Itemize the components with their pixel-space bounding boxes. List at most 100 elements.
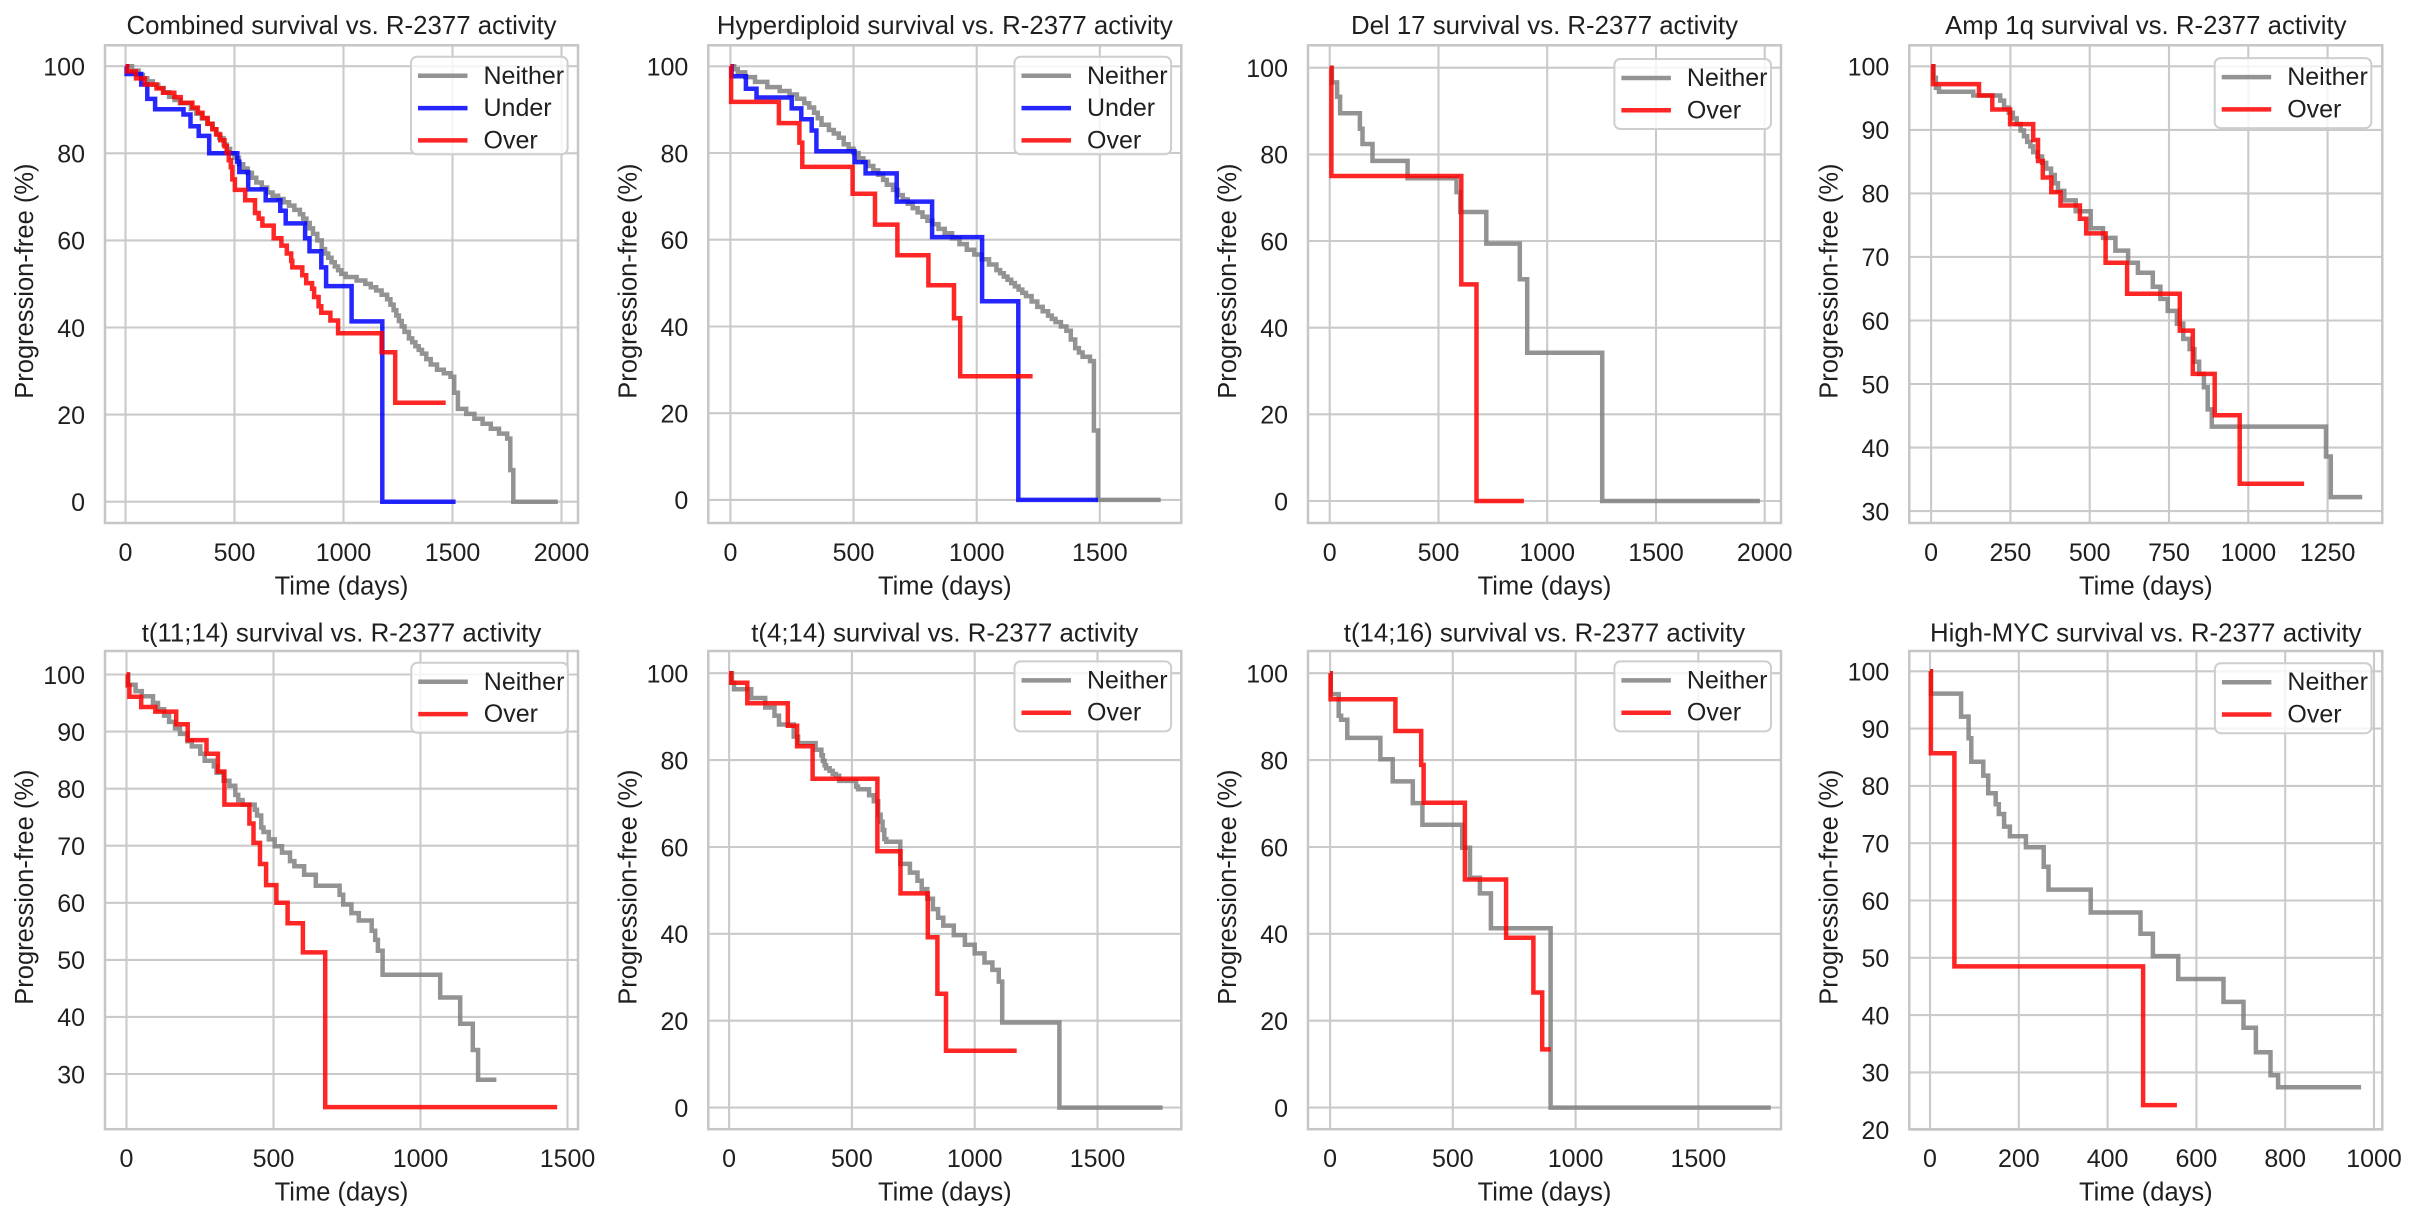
svg-text:Amp 1q survival vs. R-2377 act: Amp 1q survival vs. R-2377 activity: [1945, 12, 2347, 40]
svg-text:Over: Over: [484, 700, 538, 728]
svg-text:Neither: Neither: [2287, 63, 2368, 91]
svg-text:0: 0: [722, 1145, 736, 1173]
svg-text:Neither: Neither: [484, 62, 565, 90]
svg-text:0: 0: [120, 1145, 134, 1173]
svg-text:400: 400: [2087, 1145, 2129, 1173]
svg-text:80: 80: [1260, 747, 1288, 775]
svg-text:100: 100: [1848, 54, 1890, 82]
svg-text:Progression-free (%): Progression-free (%): [1214, 769, 1242, 1004]
svg-text:1000: 1000: [1548, 1145, 1604, 1173]
svg-text:40: 40: [1260, 921, 1288, 949]
svg-text:t(4;14) survival vs. R-2377 ac: t(4;14) survival vs. R-2377 activity: [751, 620, 1138, 648]
svg-text:60: 60: [1861, 308, 1889, 336]
svg-text:0: 0: [1323, 1145, 1337, 1173]
svg-text:60: 60: [57, 890, 85, 918]
svg-text:0: 0: [723, 539, 737, 567]
svg-text:60: 60: [1260, 834, 1288, 862]
svg-text:Progression-free (%): Progression-free (%): [11, 163, 39, 398]
svg-text:Combined survival vs. R-2377 a: Combined survival vs. R-2377 activity: [126, 12, 556, 40]
svg-text:1500: 1500: [540, 1145, 596, 1173]
svg-text:1500: 1500: [1072, 539, 1128, 567]
svg-text:Neither: Neither: [2287, 668, 2368, 696]
svg-text:Over: Over: [1687, 96, 1741, 124]
svg-text:20: 20: [1260, 402, 1288, 430]
svg-text:Over: Over: [1687, 699, 1741, 727]
svg-text:1500: 1500: [1070, 1145, 1126, 1173]
svg-text:0: 0: [674, 487, 688, 515]
svg-text:0: 0: [1274, 488, 1288, 516]
svg-text:Time (days): Time (days): [878, 573, 1012, 601]
svg-text:0: 0: [119, 539, 133, 567]
svg-text:0: 0: [1924, 539, 1938, 567]
svg-text:500: 500: [2069, 539, 2111, 567]
svg-text:Time (days): Time (days): [1478, 573, 1612, 601]
svg-text:30: 30: [1861, 1060, 1889, 1088]
svg-text:Neither: Neither: [484, 668, 565, 696]
svg-text:50: 50: [57, 947, 85, 975]
svg-text:Neither: Neither: [1687, 666, 1768, 694]
svg-text:40: 40: [1260, 315, 1288, 343]
svg-text:100: 100: [647, 661, 689, 689]
svg-text:60: 60: [57, 228, 85, 256]
svg-text:40: 40: [1861, 435, 1889, 463]
svg-text:20: 20: [57, 402, 85, 430]
svg-text:Under: Under: [1087, 94, 1155, 122]
svg-text:80: 80: [57, 776, 85, 804]
svg-text:Time (days): Time (days): [2079, 1178, 2213, 1206]
svg-text:100: 100: [1848, 659, 1890, 687]
svg-text:90: 90: [57, 719, 85, 747]
svg-text:30: 30: [57, 1061, 85, 1089]
svg-text:20: 20: [660, 401, 688, 429]
svg-text:1000: 1000: [949, 539, 1005, 567]
svg-text:80: 80: [1861, 181, 1889, 209]
svg-text:1000: 1000: [2346, 1145, 2402, 1173]
svg-text:50: 50: [1861, 945, 1889, 973]
svg-text:100: 100: [43, 662, 85, 690]
svg-text:1500: 1500: [425, 539, 481, 567]
svg-text:20: 20: [660, 1008, 688, 1036]
svg-text:Time (days): Time (days): [878, 1178, 1012, 1206]
svg-text:2000: 2000: [534, 539, 590, 567]
svg-text:60: 60: [660, 834, 688, 862]
svg-text:0: 0: [1923, 1145, 1937, 1173]
svg-text:70: 70: [1861, 244, 1889, 272]
svg-text:40: 40: [660, 314, 688, 342]
svg-text:30: 30: [1861, 498, 1889, 526]
svg-text:500: 500: [214, 539, 256, 567]
svg-text:Progression-free (%): Progression-free (%): [614, 769, 642, 1004]
svg-text:t(14;16) survival vs. R-2377 a: t(14;16) survival vs. R-2377 activity: [1344, 620, 1746, 648]
svg-text:90: 90: [1861, 716, 1889, 744]
svg-text:250: 250: [1990, 539, 2032, 567]
svg-text:500: 500: [1418, 539, 1460, 567]
svg-text:Time (days): Time (days): [275, 1178, 409, 1206]
svg-text:Progression-free (%): Progression-free (%): [1815, 769, 1843, 1004]
svg-text:500: 500: [833, 539, 875, 567]
svg-text:1000: 1000: [2220, 539, 2276, 567]
svg-text:100: 100: [647, 54, 689, 82]
svg-text:90: 90: [1861, 117, 1889, 145]
svg-text:50: 50: [1861, 371, 1889, 399]
svg-text:Over: Over: [1087, 699, 1141, 727]
svg-text:60: 60: [1260, 228, 1288, 256]
svg-text:60: 60: [660, 227, 688, 255]
svg-text:Progression-free (%): Progression-free (%): [1214, 163, 1242, 398]
svg-text:1000: 1000: [316, 539, 372, 567]
svg-text:Over: Over: [2287, 95, 2341, 123]
svg-text:80: 80: [660, 747, 688, 775]
svg-text:0: 0: [1274, 1095, 1288, 1123]
svg-text:40: 40: [1861, 1002, 1889, 1030]
svg-text:70: 70: [57, 833, 85, 861]
svg-text:80: 80: [1861, 773, 1889, 801]
svg-text:Progression-free (%): Progression-free (%): [11, 769, 39, 1004]
svg-text:20: 20: [1861, 1117, 1889, 1145]
svg-text:60: 60: [1861, 888, 1889, 916]
svg-text:100: 100: [1246, 55, 1288, 83]
svg-text:t(11;14) survival vs. R-2377 a: t(11;14) survival vs. R-2377 activity: [142, 620, 542, 648]
svg-text:0: 0: [674, 1095, 688, 1123]
svg-text:600: 600: [2176, 1145, 2218, 1173]
svg-text:100: 100: [1246, 661, 1288, 689]
svg-text:1250: 1250: [2300, 539, 2356, 567]
svg-text:1000: 1000: [947, 1145, 1003, 1173]
svg-text:Hyperdiploid survival vs. R-23: Hyperdiploid survival vs. R-2377 activit…: [717, 12, 1173, 40]
svg-text:1500: 1500: [1628, 539, 1684, 567]
